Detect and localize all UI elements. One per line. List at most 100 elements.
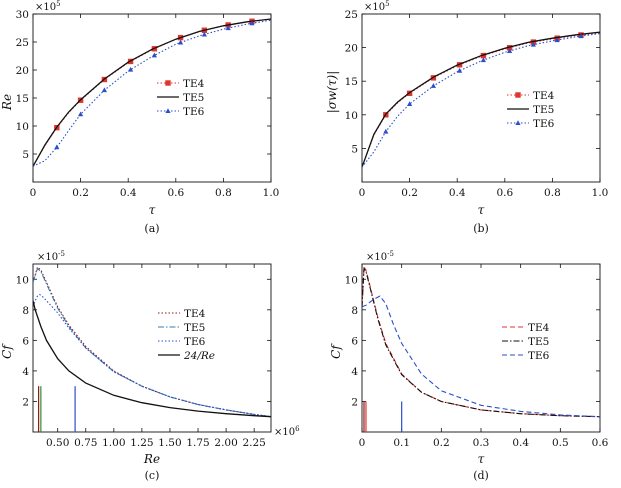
y-tick-label: 30 — [16, 9, 29, 21]
y-tick-label: 8 — [22, 305, 29, 317]
x-tick-label: 0.6 — [592, 437, 609, 449]
series-line-te6 — [33, 19, 271, 167]
series-line-te5 — [362, 31, 600, 168]
x-tick-label: 0.6 — [496, 187, 513, 199]
x-tick-label: 1.50 — [158, 437, 181, 449]
data-point — [101, 87, 107, 93]
y-tick-label: 10 — [345, 110, 358, 122]
plot-frame — [361, 13, 601, 183]
x-tick-label: 0 — [359, 187, 366, 199]
legend-marker — [165, 80, 171, 86]
x-tick-label: 1.75 — [186, 437, 209, 449]
panel-caption: (d) — [473, 469, 489, 482]
plot-area — [362, 265, 600, 432]
y-tick-label: 15 — [16, 93, 29, 105]
series-line-te5 — [33, 267, 271, 418]
x-multiplier: ×106 — [274, 425, 300, 438]
y-tick-label: 10 — [16, 274, 29, 286]
series-line-te4 — [33, 266, 271, 418]
legend-label: 24/Re — [183, 350, 215, 362]
data-point — [78, 111, 84, 117]
x-tick-label: 0.50 — [46, 437, 69, 449]
y-tick-label: 4 — [351, 366, 358, 378]
series-line-te6 — [33, 293, 271, 418]
panel-c: 0.50 0.75 1.00 1.25 1.50 1.75 2.00 2.25 2 4 6 8 10 ×1… — [0, 250, 300, 482]
y-multiplier: ×10-5 — [37, 250, 65, 263]
legend-marker — [165, 108, 171, 113]
plot-frame — [32, 13, 272, 183]
data-point — [177, 39, 184, 45]
y-tick-label: 4 — [22, 366, 29, 378]
legend-label: TE4 — [533, 90, 555, 102]
y-tick-label: 10 — [345, 274, 358, 286]
plot-area — [362, 31, 600, 168]
y-multiplier: ×10-5 — [366, 250, 394, 263]
data-point — [383, 128, 389, 134]
plot-frame — [361, 263, 601, 433]
legend-marker — [515, 92, 521, 98]
legend-label: TE6 — [183, 106, 205, 118]
x-tick-label: 0.8 — [215, 187, 232, 199]
panel-b: 0 0.2 0.4 0.6 0.8 1.0 5 10 15 20 25 ×105 τ |σw(τ)| (b)… — [325, 0, 608, 235]
x-tick-label: 0.2 — [401, 187, 418, 199]
x-axis-label: τ — [478, 203, 485, 217]
x-axis-label: Re — [143, 452, 160, 466]
panel-d: 0 0.1 0.2 0.3 0.4 0.5 0.6 2 4 6 8 10 ×10-5 τ Cf (d) TE4 T… — [329, 250, 609, 482]
series-line-te5 — [33, 18, 271, 167]
x-tick-label: 1.25 — [130, 437, 153, 449]
legend-label: TE4 — [528, 322, 550, 334]
data-point — [456, 67, 463, 73]
y-tick-label: 5 — [22, 149, 29, 161]
x-tick-label: 1.00 — [102, 437, 125, 449]
legend-label: TE5 — [533, 104, 554, 116]
x-tick-label: 0.4 — [512, 437, 529, 449]
data-point — [506, 48, 513, 53]
y-tick-label: 8 — [351, 305, 358, 317]
data-point — [201, 31, 207, 37]
legend-label: TE6 — [533, 118, 555, 130]
panel-caption: (a) — [144, 222, 159, 235]
data-point — [407, 101, 413, 107]
data-point — [127, 66, 134, 72]
x-tick-label: 0.2 — [433, 437, 450, 449]
y-tick-label: 15 — [345, 76, 358, 88]
legend-marker — [515, 120, 521, 125]
data-point — [225, 25, 231, 31]
y-axis-label: |σw(τ)| — [325, 71, 339, 114]
x-tick-label: 0.4 — [120, 187, 137, 199]
x-tick-label: 2.25 — [242, 437, 265, 449]
series-line-24re — [33, 300, 271, 418]
series-line-te4 — [362, 265, 600, 418]
x-axis-label: τ — [478, 452, 485, 466]
x-tick-label: 0.8 — [544, 187, 561, 199]
data-point — [54, 144, 60, 150]
data-point — [151, 52, 157, 58]
x-tick-label: 0.6 — [167, 187, 184, 199]
plot-area — [33, 266, 271, 432]
legend-label: TE4 — [183, 78, 205, 90]
y-axis-label: Re — [0, 94, 14, 111]
data-point — [480, 57, 486, 63]
plot-frame — [32, 263, 272, 433]
x-tick-label: 0 — [30, 187, 37, 199]
x-tick-label: 1.0 — [263, 187, 280, 199]
x-tick-label: 0.2 — [72, 187, 89, 199]
legend-label: TE5 — [528, 336, 549, 348]
x-tick-label: 0.1 — [393, 437, 410, 449]
y-tick-label: 20 — [16, 65, 29, 77]
y-tick-label: 25 — [345, 9, 358, 21]
x-tick-label: 0.3 — [473, 437, 490, 449]
y-tick-label: 10 — [16, 121, 29, 133]
y-multiplier: ×105 — [35, 0, 61, 13]
y-axis-label: Cf — [0, 343, 14, 359]
legend-label: TE5 — [183, 92, 204, 104]
y-tick-label: 25 — [16, 37, 29, 49]
panel-a: 0 0.2 0.4 0.6 0.8 1.0 5 10 15 20 25 30 ×105 τ Re (a) TE4… — [0, 0, 279, 235]
x-tick-label: 2.00 — [214, 437, 237, 449]
y-tick-label: 6 — [22, 335, 29, 347]
series-line-te4 — [33, 18, 271, 167]
x-tick-label: 0.4 — [449, 187, 466, 199]
panel-caption: (c) — [145, 469, 160, 482]
y-tick-label: 2 — [22, 396, 29, 408]
